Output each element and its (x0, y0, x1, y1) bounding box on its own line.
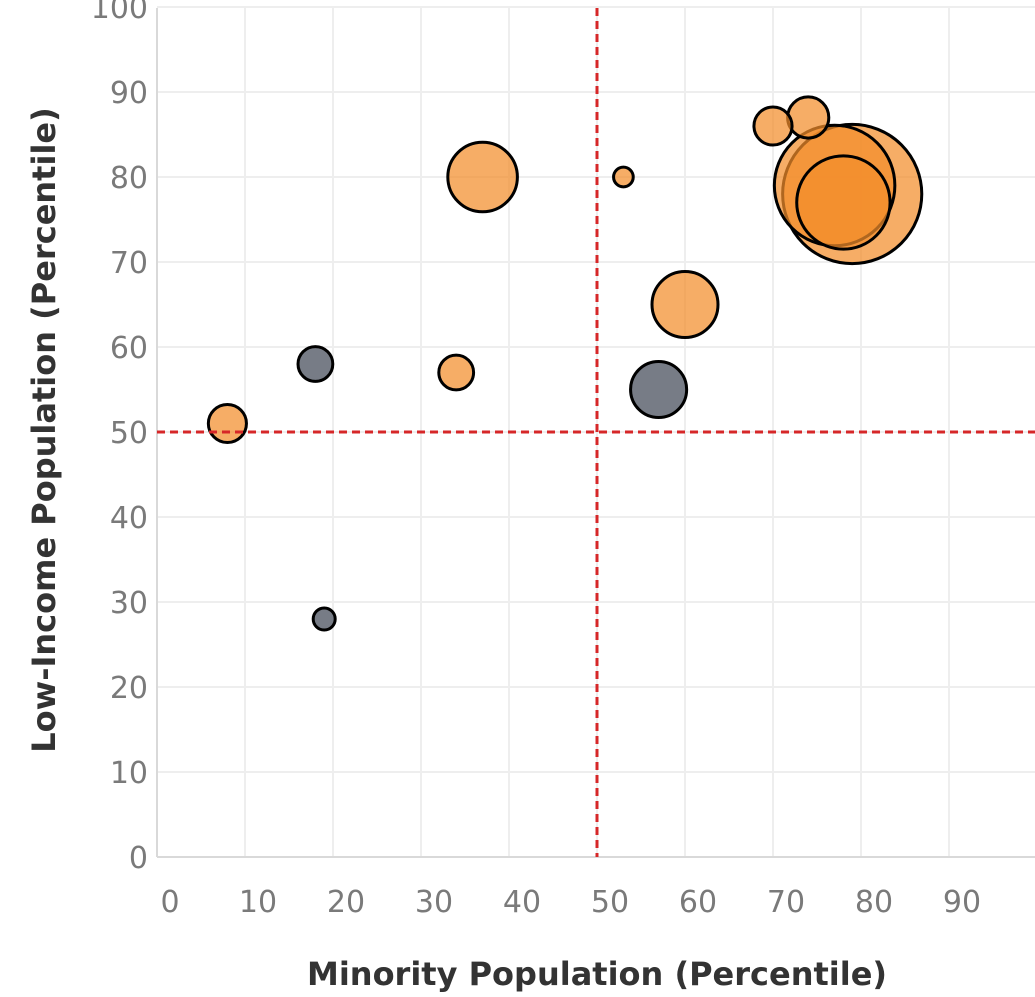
data-point (437, 353, 476, 392)
y-tick-label: 10 (110, 756, 148, 791)
x-tick-label: 20 (327, 885, 365, 920)
data-point (296, 345, 335, 383)
y-tick-label: 90 (110, 76, 148, 111)
data-point (311, 606, 337, 632)
data-points (206, 95, 924, 632)
data-point (612, 165, 635, 189)
y-tick-label: 20 (110, 671, 148, 706)
x-tick-label: 0 (160, 885, 179, 920)
x-tick-label: 90 (943, 885, 981, 920)
y-tick-label: 80 (110, 161, 148, 196)
x-tick-label: 50 (591, 885, 629, 920)
data-point (446, 140, 519, 214)
data-point (786, 95, 831, 140)
data-point (629, 359, 689, 420)
x-axis-ticks: 0 10 20 30 40 50 60 70 80 90 (160, 885, 981, 920)
y-tick-label: 40 (110, 501, 148, 536)
data-point (795, 154, 892, 251)
x-tick-label: 30 (415, 885, 453, 920)
x-tick-label: 60 (679, 885, 717, 920)
data-point (650, 270, 720, 339)
y-tick-label: 50 (110, 416, 148, 451)
x-tick-label: 40 (503, 885, 541, 920)
y-tick-label: 70 (110, 246, 148, 281)
data-point (206, 402, 248, 445)
y-tick-label: 30 (110, 586, 148, 621)
y-axis-title: Low-Income Population (Percentile) (25, 107, 63, 752)
reference-lines (157, 8, 1035, 857)
x-axis-title: Minority Population (Percentile) (307, 955, 887, 993)
y-tick-label: 0 (129, 841, 148, 876)
y-axis-ticks: 0 10 20 30 40 50 60 70 80 90 100 (91, 0, 148, 876)
x-tick-label: 80 (855, 885, 893, 920)
x-tick-label: 10 (239, 885, 277, 920)
y-tick-label: 60 (110, 331, 148, 366)
y-tick-label: 100 (91, 0, 148, 26)
data-point (752, 105, 794, 147)
x-tick-label: 70 (767, 885, 805, 920)
